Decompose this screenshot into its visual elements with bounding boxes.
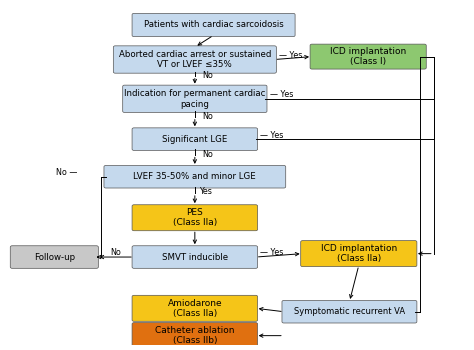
FancyBboxPatch shape [310,44,426,69]
Text: — Yes: — Yes [279,51,302,60]
Text: — Yes: — Yes [260,131,284,140]
Text: No: No [202,71,213,80]
FancyBboxPatch shape [132,128,257,150]
Text: Amiodarone
(Class IIa): Amiodarone (Class IIa) [167,299,222,318]
Text: Symptomatic recurrent VA: Symptomatic recurrent VA [294,307,405,316]
FancyBboxPatch shape [132,295,257,321]
Text: Significant LGE: Significant LGE [162,135,228,144]
Text: Catheter ablation
(Class IIb): Catheter ablation (Class IIb) [155,326,235,345]
FancyBboxPatch shape [10,246,98,268]
FancyBboxPatch shape [132,246,257,268]
Text: ICD implantation
(Class I): ICD implantation (Class I) [330,47,406,66]
Text: — Yes: — Yes [260,248,284,258]
Text: Aborted cardiac arrest or sustained
VT or LVEF ≤35%: Aborted cardiac arrest or sustained VT o… [118,50,271,69]
FancyBboxPatch shape [282,300,417,323]
Text: LVEF 35-50% and minor LGE: LVEF 35-50% and minor LGE [134,172,256,181]
Text: Follow-up: Follow-up [34,253,75,261]
Text: Yes: Yes [200,187,212,196]
Text: SMVT inducible: SMVT inducible [162,253,228,261]
FancyBboxPatch shape [301,241,417,267]
FancyBboxPatch shape [132,13,295,37]
Text: Patients with cardiac sarcoidosis: Patients with cardiac sarcoidosis [144,21,283,29]
FancyBboxPatch shape [132,205,257,231]
FancyBboxPatch shape [132,323,257,349]
FancyBboxPatch shape [113,46,276,73]
Text: No —: No — [56,168,78,177]
Text: PES
(Class IIa): PES (Class IIa) [173,208,217,228]
Text: No: No [202,150,213,159]
Text: No: No [110,248,121,258]
Text: — Yes: — Yes [270,90,293,99]
Text: No: No [202,112,213,121]
FancyBboxPatch shape [123,85,267,112]
FancyBboxPatch shape [104,166,286,188]
Text: ICD implantation
(Class IIa): ICD implantation (Class IIa) [321,244,397,263]
Text: Indication for permanent cardiac
pacing: Indication for permanent cardiac pacing [124,89,265,108]
